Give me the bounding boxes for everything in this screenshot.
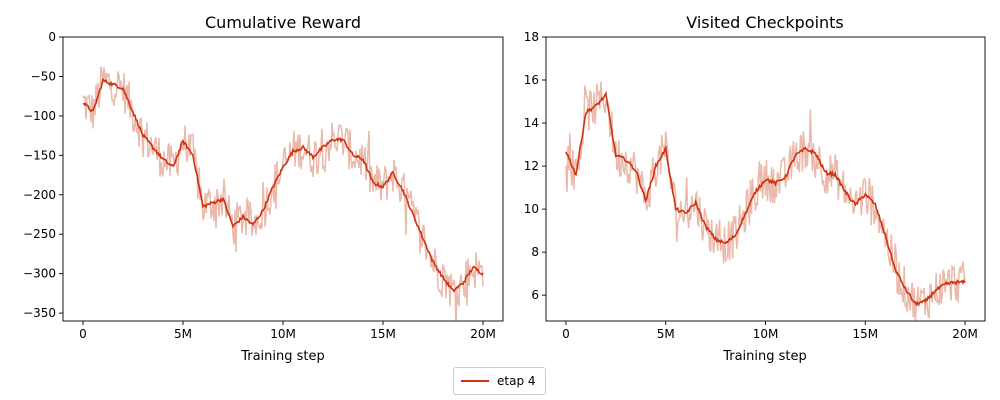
chart-title: Visited Checkpoints — [686, 13, 844, 32]
cumulative-reward-chart: Cumulative Reward Training step 0 5M 10M 15… — [23, 13, 504, 364]
legend: etap 4 — [453, 367, 546, 395]
raw-series-line — [82, 66, 484, 321]
x-tick-label: 5M — [657, 327, 675, 341]
series-line-etap-4 — [82, 77, 484, 293]
y-tick-label: −200 — [23, 188, 56, 202]
x-tick-label: 0 — [562, 327, 570, 341]
y-tick-label: −100 — [23, 109, 56, 123]
x-tick-label: 20M — [952, 327, 978, 341]
y-tick-label: −300 — [23, 267, 56, 281]
y-tick-label: −250 — [23, 227, 56, 241]
x-tick-label: 10M — [270, 327, 296, 341]
y-tick-label: −350 — [23, 306, 56, 320]
x-tick-label: 5M — [174, 327, 192, 341]
y-tick-label: 14 — [524, 116, 539, 130]
y-tick-label: 8 — [531, 245, 539, 259]
x-tick-label: 0 — [79, 327, 87, 341]
y-tick-label: −50 — [31, 69, 56, 83]
legend-label: etap 4 — [497, 374, 536, 388]
x-axis-label: Training step — [240, 349, 325, 364]
y-tick-label: 16 — [524, 73, 539, 87]
y-tick-label: 12 — [524, 159, 539, 173]
legend-swatch — [461, 380, 489, 382]
x-axis-label: Training step — [722, 349, 807, 364]
y-tick-label: 18 — [524, 30, 539, 44]
x-tick-label: 20M — [470, 327, 496, 341]
y-tick-label: 0 — [48, 30, 56, 44]
chart-title: Cumulative Reward — [205, 13, 361, 32]
x-tick-label: 10M — [753, 327, 779, 341]
x-tick-label: 15M — [852, 327, 878, 341]
y-tick-label: 6 — [531, 288, 539, 302]
series-line-etap-4 — [565, 90, 966, 307]
visited-checkpoints-chart: Visited Checkpoints Training step 0 5M 10M… — [524, 13, 986, 364]
x-tick-label: 15M — [370, 327, 396, 341]
y-tick-label: −150 — [23, 148, 56, 162]
y-tick-label: 10 — [524, 202, 539, 216]
